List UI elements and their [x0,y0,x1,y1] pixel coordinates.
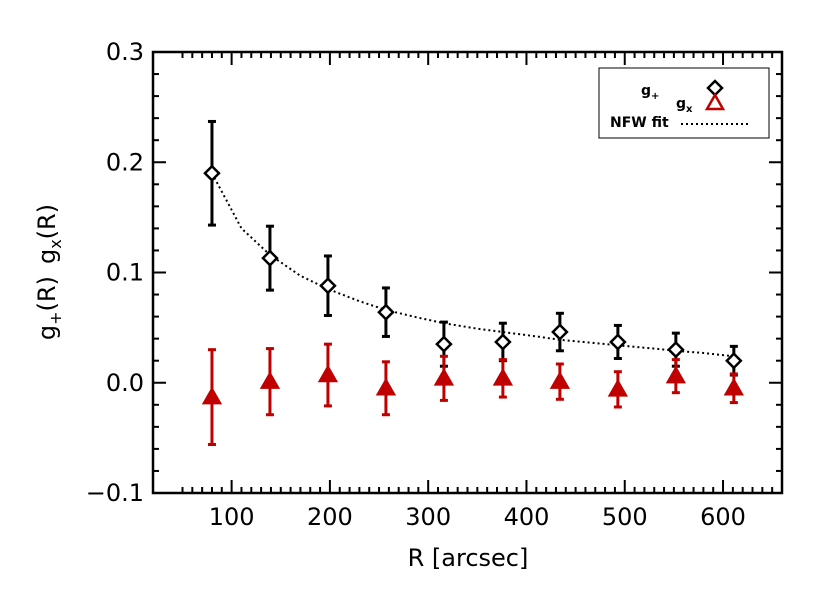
gcross-point [549,371,571,389]
y-tick-label: −0.1 [86,479,144,507]
gplus-point [551,323,569,341]
x-axis-ticks: 100 200 300 400 500 600 [181,52,774,531]
gplus-point [377,303,395,321]
legend-markers [681,79,750,125]
legend-label-gplus: g+ [641,83,659,102]
x-tick-label: 100 [209,503,255,531]
gplus-point [261,249,279,267]
gcross-point [665,365,687,384]
legend-box [598,67,770,139]
gcross-point [259,371,281,389]
gplus-point [725,351,743,370]
gplus-point [609,333,627,351]
gcross-point [723,377,744,396]
gplus-point [494,333,512,351]
gcross-point [433,367,455,386]
gplus-point [435,335,453,353]
x-axis-title: R [arcsec] [408,544,529,572]
gplus-point [667,340,685,359]
y-tick-label: 0.1 [106,259,144,287]
legend: g+ gx NFW fit [598,67,770,139]
y-tick-label: 0.0 [106,369,144,397]
y-axis-ticks: −0.1 0.0 0.1 0.2 0.3 [86,38,782,507]
x-tick-label: 600 [700,503,746,531]
y-axis-title: g+(R)gx(R) [33,204,65,340]
legend-label-gcross: gx [676,96,693,115]
x-tick-label: 200 [307,503,353,531]
x-tick-label: 500 [602,503,648,531]
legend-label-nfw: NFW fit [610,115,669,131]
x-tick-label: 400 [504,503,550,531]
gcross-point [492,367,514,386]
legend-marker-gcross [704,92,726,111]
gcross-point [317,364,339,383]
series-layer [201,119,744,446]
gcross-point [201,386,223,405]
nfw-fit-line [211,172,734,358]
gcross-point [375,377,397,396]
gplus-point [203,164,221,183]
x-tick-label: 300 [405,503,451,531]
gplus-point [319,276,337,295]
gcross-point [607,378,629,397]
y-tick-label: 0.2 [106,148,144,176]
y-tick-label: 0.3 [106,38,144,66]
